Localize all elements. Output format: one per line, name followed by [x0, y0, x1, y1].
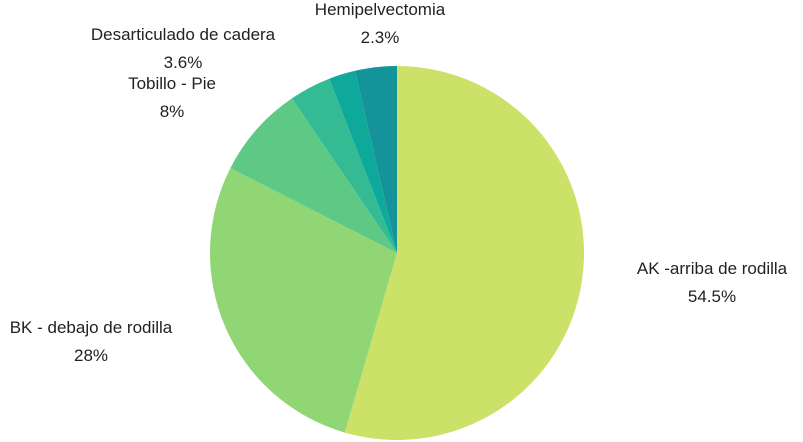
- pie-slice-5: [355, 66, 397, 253]
- slice-label-0: AK -arriba de rodilla: [637, 259, 788, 278]
- pie-slice-1: [209, 168, 397, 433]
- slice-value-label-1: 28%: [74, 346, 108, 365]
- pie-slice-3: [291, 78, 397, 253]
- pie-slices: [209, 66, 585, 441]
- slice-value-label-0: 54.5%: [688, 287, 736, 306]
- pie-labels: AK -arriba de rodilla 54.5% BK - debajo de…: [10, 0, 788, 365]
- slice-label-3: Desarticulado de cadera: [91, 25, 276, 44]
- slice-value-label-2: 8%: [160, 102, 185, 121]
- pie-slice-0: [344, 66, 585, 441]
- slice-label-2: Tobillo - Pie: [128, 74, 216, 93]
- pie-slice-2: [230, 98, 397, 253]
- slice-value-label-3: 3.6%: [164, 53, 203, 72]
- slice-value-label-4: 2.3%: [361, 28, 400, 47]
- slice-label-1: BK - debajo de rodilla: [10, 318, 173, 337]
- slice-label-4: Hemipelvectomia: [315, 0, 446, 19]
- pie-slice-4: [329, 70, 397, 253]
